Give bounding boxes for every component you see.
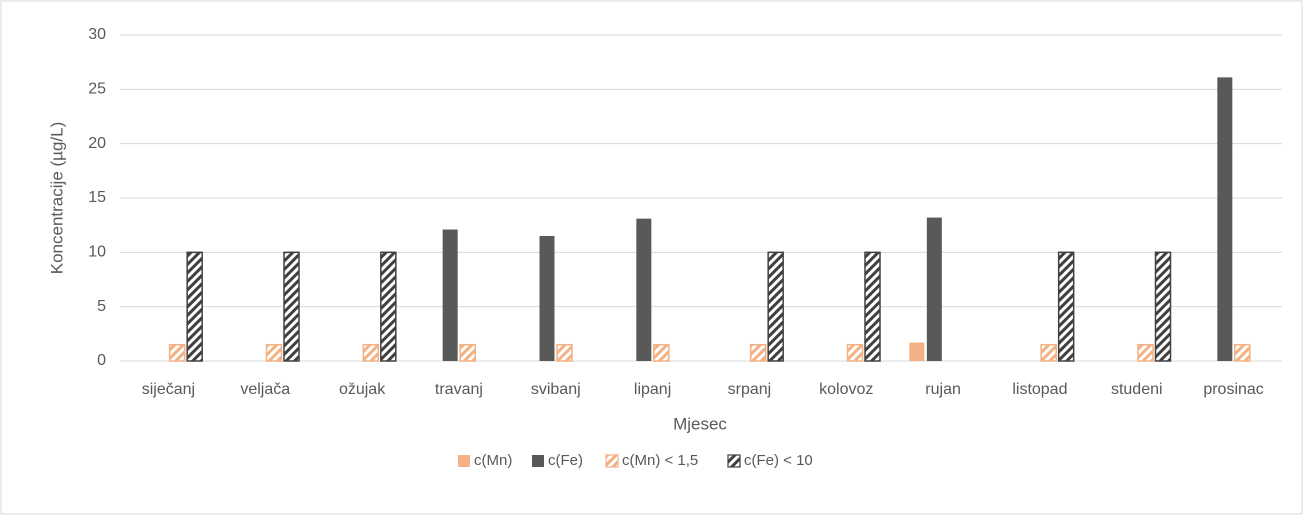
bar	[283, 251, 300, 362]
x-tick-label: srpanj	[728, 381, 772, 398]
bar	[864, 251, 881, 362]
y-tick-label: 15	[88, 189, 106, 206]
legend-label: c(Mn) < 1,5	[622, 452, 698, 469]
legend-swatch	[605, 454, 619, 468]
x-tick-label: rujan	[925, 381, 961, 398]
bar	[1217, 77, 1233, 361]
bar	[1040, 343, 1057, 362]
legend-swatch	[727, 454, 741, 468]
bar	[380, 251, 397, 362]
bar	[459, 343, 476, 362]
legend-label: c(Fe) < 10	[744, 452, 813, 469]
x-tick-label: svibanj	[531, 381, 581, 398]
x-tick-label: siječanj	[142, 381, 195, 398]
bar	[1137, 343, 1154, 362]
bar	[926, 217, 942, 361]
x-tick-label: travanj	[435, 381, 483, 398]
bar	[1154, 251, 1172, 362]
bar	[265, 343, 283, 362]
x-tick-label: lipanj	[634, 381, 671, 398]
y-tick-label: 0	[97, 352, 106, 369]
bar	[539, 236, 555, 361]
bar	[653, 343, 670, 362]
bar	[1234, 343, 1251, 362]
bar	[168, 343, 186, 362]
bar	[767, 251, 784, 362]
legend-label: c(Mn)	[474, 452, 512, 469]
bar	[909, 342, 925, 361]
bar	[442, 229, 458, 361]
bar	[186, 251, 203, 362]
x-tick-label: kolovoz	[819, 381, 873, 398]
bar	[749, 343, 767, 362]
y-tick-label: 5	[97, 298, 106, 315]
bar	[636, 218, 652, 361]
y-tick-label: 20	[88, 135, 106, 152]
bar	[362, 343, 380, 362]
x-axis-label: Mjesec	[673, 414, 727, 433]
bar	[556, 343, 573, 362]
legend-swatch	[458, 455, 470, 467]
y-tick-label: 10	[88, 244, 106, 261]
legend-label: c(Fe)	[548, 452, 583, 469]
bar	[846, 343, 864, 362]
x-tick-label: ožujak	[339, 381, 386, 398]
y-axis-label: Koncentracije (µg/L)	[47, 122, 66, 274]
x-tick-label: veljača	[240, 381, 290, 398]
x-tick-label: prosinac	[1203, 381, 1263, 398]
x-tick-label: listopad	[1012, 381, 1067, 398]
bar	[1057, 251, 1075, 362]
y-tick-label: 30	[88, 26, 106, 43]
x-tick-label: studeni	[1111, 381, 1163, 398]
y-tick-label: 25	[88, 81, 106, 98]
legend-swatch	[532, 455, 544, 467]
